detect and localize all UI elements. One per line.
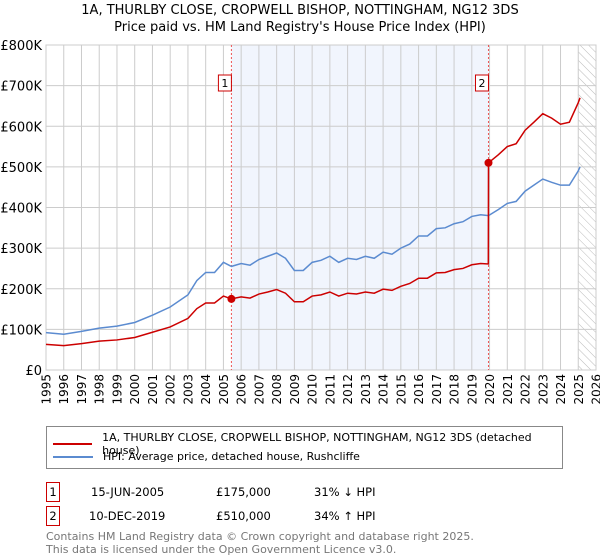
legend: 1A, THURLBY CLOSE, CROPWELL BISHOP, NOTT… (46, 426, 563, 469)
legend-item-hpi: HPI: Average price, detached house, Rush… (53, 450, 360, 463)
sale-marker-box (474, 74, 489, 92)
x-tick-label: 2018 (448, 374, 462, 405)
x-tick-label: 2006 (235, 374, 249, 405)
legend-label: HPI: Average price, detached house, Rush… (103, 450, 360, 463)
x-tick-label: 2005 (217, 374, 231, 405)
x-tick-label: 2020 (483, 374, 497, 405)
sale-point (227, 294, 236, 303)
y-tick-label: £500K (0, 161, 42, 176)
x-tick-label: 2003 (181, 374, 195, 405)
y-tick-label: £200K (0, 283, 42, 298)
sale-marker: 1 (46, 482, 60, 502)
sale-hpi: 31% ↓ HPI (314, 485, 376, 499)
x-tick-label: 2008 (270, 374, 284, 405)
sale-point (484, 158, 493, 167)
chart-title: 1A, THURLBY CLOSE, CROPWELL BISHOP, NOTT… (81, 3, 519, 18)
sale-price: £510,000 (216, 509, 271, 523)
x-tick-label: 2002 (164, 374, 178, 405)
y-tick-label: £0 (25, 364, 42, 379)
sale-date: 15-JUN-2005 (91, 485, 165, 499)
chart-subtitle: Price paid vs. HM Land Registry's House … (114, 20, 486, 35)
sale-marker-label: 2 (478, 77, 485, 90)
x-tick-label: 1995 (40, 374, 54, 405)
x-tick-label: 2009 (288, 374, 302, 405)
y-tick-label: £300K (0, 242, 42, 257)
x-tick-label: 1999 (110, 374, 124, 405)
sale-marker: 2 (46, 506, 60, 526)
legend-item-property: 1A, THURLBY CLOSE, CROPWELL BISHOP, NOTT… (53, 431, 562, 457)
y-tick-label: £400K (0, 202, 42, 217)
x-tick-label: 2024 (554, 374, 568, 405)
plot-frame (45, 44, 597, 371)
x-tick-label: 2026 (590, 374, 600, 405)
sale-row: 2 10-DEC-2019 £510,000 34% ↑ HPI (46, 506, 546, 526)
sale-hpi: 34% ↑ HPI (314, 509, 376, 523)
x-tick-label: 2004 (199, 374, 213, 405)
x-tick-label: 2015 (394, 374, 408, 405)
footer-line: This data is licensed under the Open Gov… (46, 543, 397, 556)
x-tick-label: 2007 (252, 374, 266, 405)
x-tick-label: 2010 (306, 374, 320, 405)
x-tick-label: 2017 (430, 374, 444, 405)
sale-price: £175,000 (216, 485, 271, 499)
sale-date: 10-DEC-2019 (89, 509, 166, 523)
price-chart: 1995 1996 1997 1998 1999 2000 2001 2002 2003 2004… (0, 39, 600, 405)
x-tick-label: 2022 (519, 374, 533, 405)
x-tick-label: 2012 (341, 374, 355, 405)
footer: Contains HM Land Registry data © Crown c… (46, 530, 474, 556)
x-tick-label: 2014 (377, 374, 391, 405)
x-tick-label: 2016 (412, 374, 426, 405)
y-tick-label: £800K (0, 39, 42, 54)
property-price-line (45, 97, 581, 347)
x-tick-label: 2021 (501, 374, 515, 405)
y-tick-label: £700K (0, 80, 42, 95)
x-tick-label: 1997 (75, 374, 89, 405)
x-tick-label: 2025 (572, 374, 586, 405)
sale-marker-box (217, 74, 232, 92)
x-tick-label: 2013 (359, 374, 373, 405)
x-tick-label: 2001 (146, 374, 160, 405)
sale-marker-label: 1 (221, 77, 228, 90)
x-tick-label: 2023 (536, 374, 550, 405)
x-tick-label: 1996 (57, 374, 71, 405)
y-tick-label: £100K (0, 323, 42, 338)
x-tick-label: 2000 (128, 374, 142, 405)
hpi-line (45, 166, 581, 336)
x-tick-label: 1998 (93, 374, 107, 405)
legend-label: 1A, THURLBY CLOSE, CROPWELL BISHOP, NOTT… (102, 431, 532, 457)
footer-line: Contains HM Land Registry data © Crown c… (46, 530, 474, 543)
x-tick-label: 2011 (323, 374, 337, 405)
x-tick-label: 2019 (465, 374, 479, 405)
y-tick-label: £600K (0, 120, 42, 135)
sale-row: 1 15-JUN-2005 £175,000 31% ↓ HPI (46, 482, 546, 502)
